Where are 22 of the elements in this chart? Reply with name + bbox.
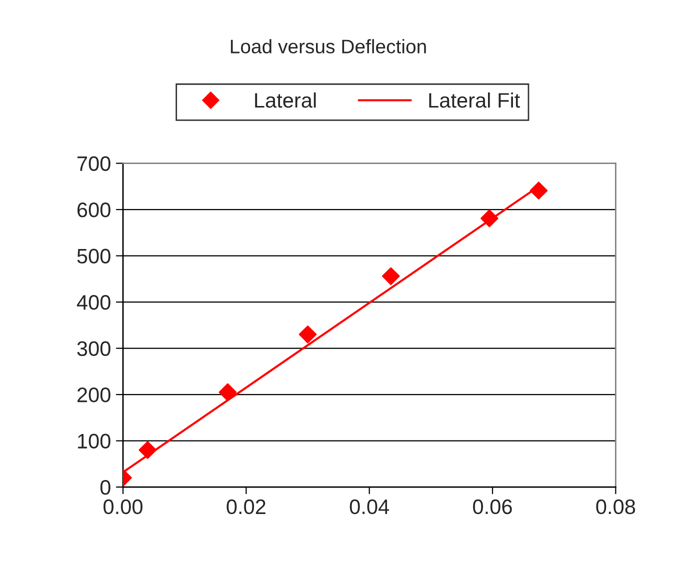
x-tick-label: 0.06: [473, 499, 512, 514]
x-tick-label: 0.00: [104, 499, 142, 514]
x-tick-label: 0.04: [350, 499, 390, 514]
y-tick-label: 0: [100, 480, 110, 495]
y-tick-label: 400: [76, 295, 110, 310]
point: [382, 267, 400, 286]
x-tick-label: 0.02: [226, 499, 266, 514]
point: [480, 209, 498, 228]
point: [298, 326, 317, 344]
chart-title: Load versus Deflection: [230, 39, 426, 54]
y-tick-label: 200: [77, 388, 110, 402]
y-tick-label: 600: [77, 202, 110, 218]
y-tick-label: 500: [77, 248, 110, 264]
point: [138, 441, 157, 459]
y-tick-label: 700: [78, 156, 110, 172]
y-tick-label: 300: [77, 341, 110, 356]
legend-label: Lateral Fit: [429, 92, 520, 108]
x-tick-label: 0.08: [596, 499, 636, 514]
point: [218, 383, 237, 402]
y-tick-label: 100: [78, 434, 110, 449]
legend-label: Lateral: [255, 92, 316, 108]
point: [530, 182, 548, 200]
